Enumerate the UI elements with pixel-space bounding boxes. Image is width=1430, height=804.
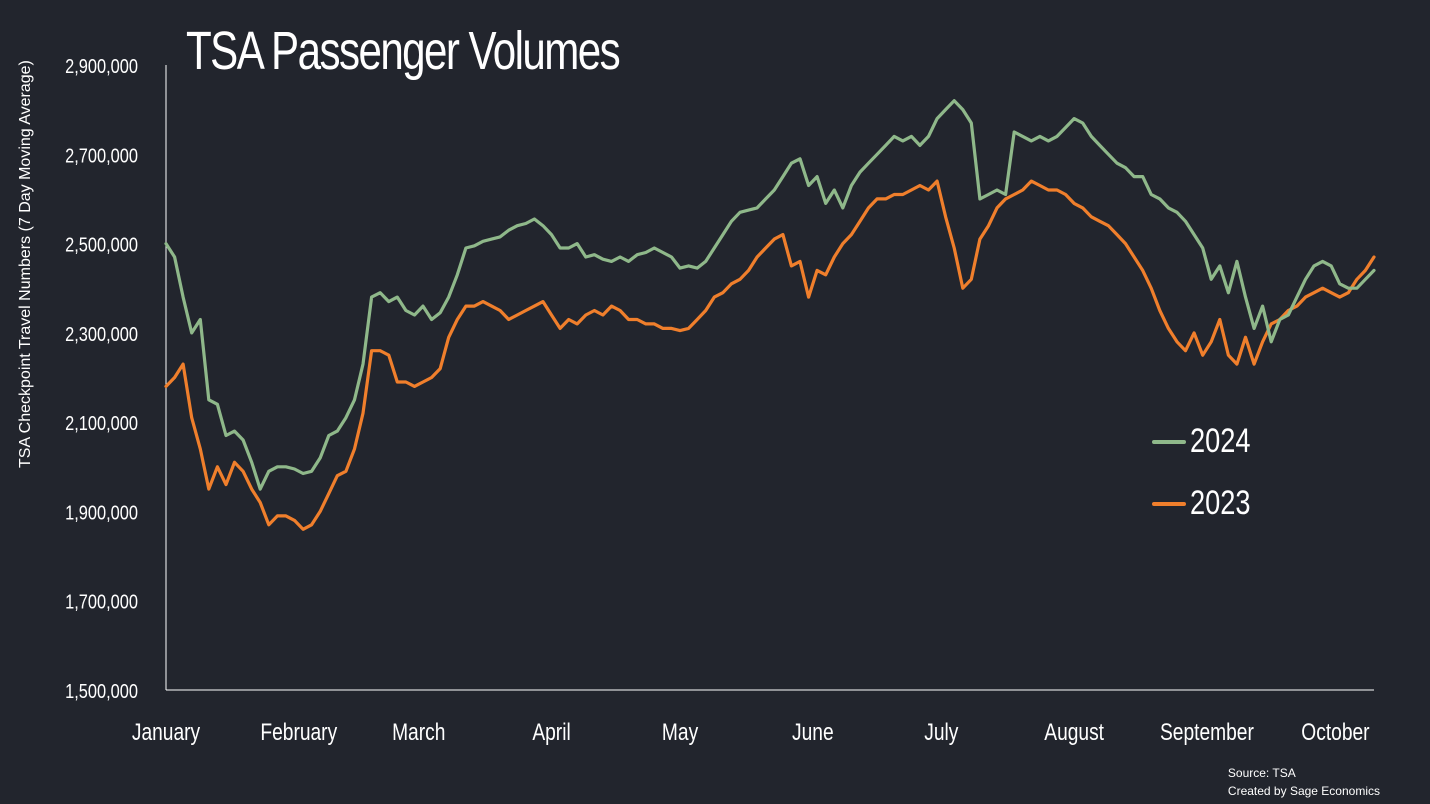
x-tick-label: June — [792, 718, 834, 746]
x-tick-label: October — [1301, 718, 1369, 746]
legend-label-2023: 2023 — [1190, 484, 1251, 522]
y-axis-label: TSA Checkpoint Travel Numbers (7 Day Mov… — [17, 60, 34, 468]
axes — [165, 65, 1374, 691]
legend-swatch-2024 — [1152, 439, 1186, 444]
y-tick-label: 2,700,000 — [65, 144, 138, 167]
y-tick-label: 1,700,000 — [65, 590, 138, 613]
x-tick-labels: January February March April May June July Augu… — [132, 718, 1370, 746]
y-tick-labels: 1,500,000 1,700,000 1,900,000 2,100,000 2,30… — [65, 54, 138, 702]
y-tick-label: 2,300,000 — [65, 322, 138, 345]
x-tick-label: September — [1160, 718, 1254, 746]
legend-item-2023: 2023 — [1152, 484, 1266, 523]
series-line-2023 — [164, 179, 1376, 531]
series-line-2024 — [164, 99, 1376, 491]
y-tick-label: 2,500,000 — [65, 233, 138, 256]
series-lines — [164, 99, 1376, 531]
legend-label-2024: 2024 — [1190, 422, 1251, 460]
legend-swatch-2023 — [1152, 501, 1186, 506]
x-tick-label: March — [392, 718, 445, 746]
x-tick-label: April — [532, 718, 570, 746]
y-tick-label: 2,900,000 — [65, 54, 138, 77]
legend-item-2024: 2024 — [1152, 422, 1266, 461]
source-line: Source: TSA — [1227, 766, 1296, 780]
source-note: Source: TSA Created by Sage Economics — [1228, 764, 1380, 800]
x-tick-label: August — [1044, 718, 1104, 746]
x-tick-label: February — [260, 718, 337, 746]
credit-line: Created by Sage Economics — [1227, 784, 1380, 798]
x-tick-label: July — [924, 718, 958, 746]
y-tick-label: 1,900,000 — [65, 501, 138, 524]
y-tick-label: 1,500,000 — [65, 679, 138, 702]
y-tick-label: 2,100,000 — [65, 412, 138, 435]
x-tick-label: January — [132, 718, 200, 746]
chart-title: TSA Passenger Volumes — [186, 21, 621, 81]
x-tick-label: May — [662, 718, 698, 746]
